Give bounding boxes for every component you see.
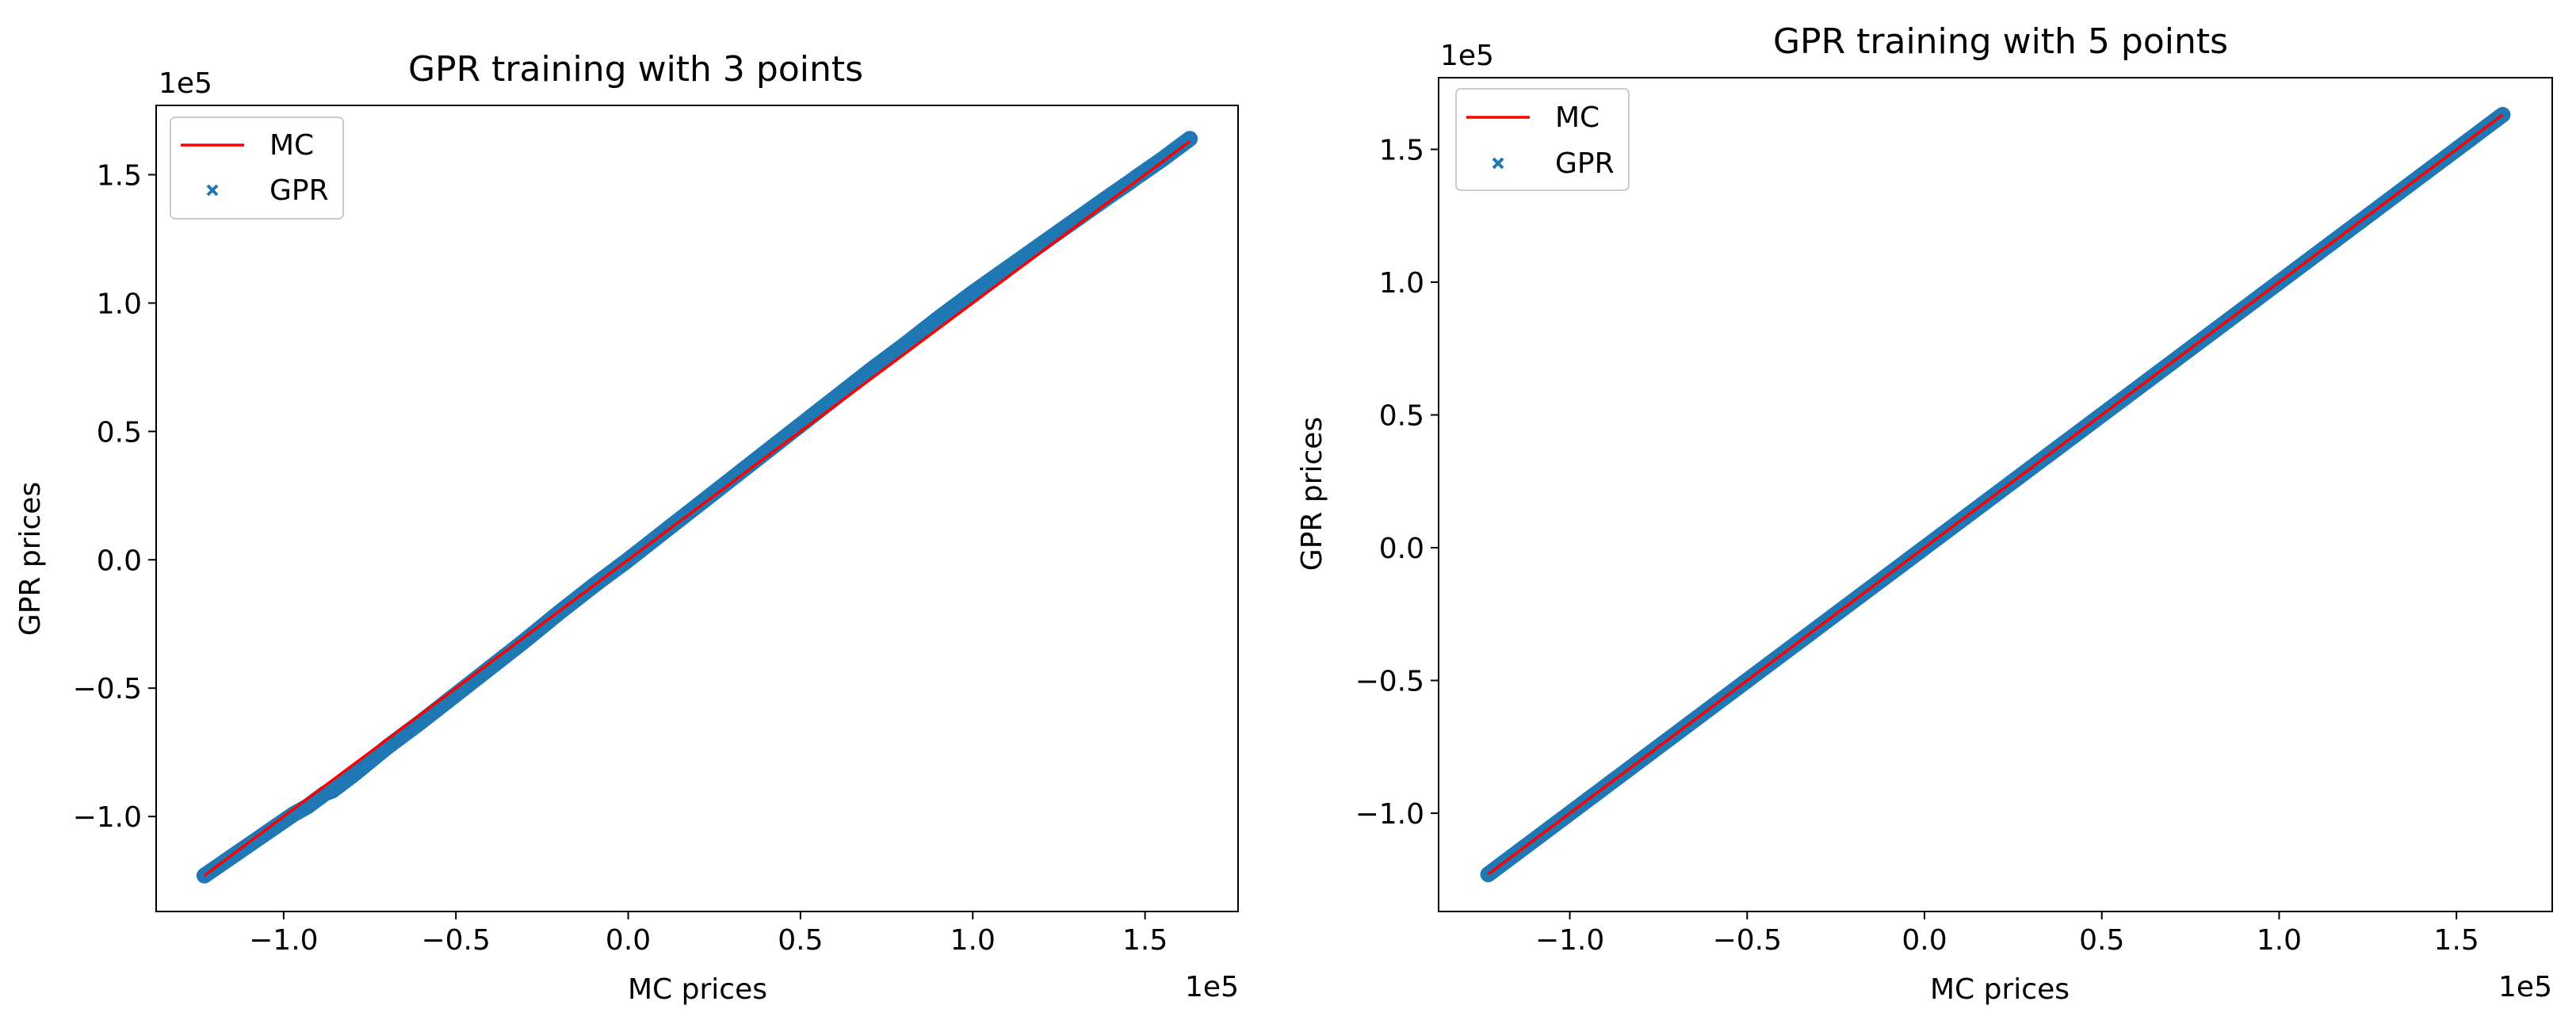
chart-title: GPR training with 3 points <box>408 49 863 90</box>
x-tick-label: −0.5 <box>1713 924 1782 957</box>
x-tick-label: 1.5 <box>2434 924 2479 957</box>
x-ticks: −1.0 −0.5 0.0 0.5 1.0 1.5 <box>249 911 1168 957</box>
y-offset-label: 1e5 <box>1440 40 1494 72</box>
legend: MC GPR <box>1455 88 1630 191</box>
y-tick-label: 0.0 <box>1379 533 1424 565</box>
x-axis-label: MC prices <box>628 973 767 1006</box>
gpr-point <box>336 777 349 789</box>
gpr-point <box>1035 238 1048 250</box>
y-tick-label: 0.5 <box>97 416 142 449</box>
gpr-point <box>346 769 359 782</box>
gpr-point <box>1163 148 1175 160</box>
plot-area <box>196 131 1198 884</box>
y-offset-label: 1e5 <box>159 67 212 100</box>
gpr-point <box>301 800 314 812</box>
x-tick-label: 1.0 <box>2257 924 2302 957</box>
legend-gpr-label: GPR <box>269 174 329 207</box>
y-tick-label: 1.5 <box>97 159 142 192</box>
chart-title: GPR training with 5 points <box>1773 21 2228 62</box>
legend: MC GPR <box>170 117 344 220</box>
legend-gpr-marker <box>1492 157 1504 170</box>
x-offset-label: 1e5 <box>1185 971 1239 1003</box>
x-tick-label: 1.0 <box>950 924 996 957</box>
gpr-point <box>1001 262 1014 275</box>
x-offset-label: 1e5 <box>2498 971 2552 1003</box>
x-tick-label: −1.0 <box>1535 924 1604 957</box>
legend-gpr-label: GPR <box>1555 147 1615 180</box>
gpr-point <box>966 286 979 299</box>
x-axis-label: MC prices <box>1930 973 2070 1006</box>
gpr-point <box>1173 140 1186 153</box>
x-tick-label: 1.5 <box>1122 924 1168 957</box>
y-axis-label: GPR prices <box>1296 417 1328 571</box>
plot-frame <box>1438 77 2553 912</box>
x-tick-label: 0.5 <box>2079 924 2124 957</box>
y-tick-label: 0.5 <box>1379 399 1424 432</box>
mc-line <box>1487 113 2504 876</box>
gpr-point <box>863 365 876 377</box>
chart-panel-right: GPR training with 5 points 1e5 1e5 MC pr… <box>1296 21 2553 1006</box>
y-tick-label: −1.0 <box>1355 798 1424 831</box>
gpr-point <box>415 715 428 728</box>
y-ticks: −1.0 −0.5 0.0 0.5 1.0 1.5 <box>1355 134 1439 831</box>
x-tick-label: 0.0 <box>606 924 651 957</box>
y-tick-label: 1.0 <box>97 288 142 320</box>
plot-area <box>1480 106 2511 883</box>
x-tick-label: −0.5 <box>421 924 490 957</box>
gpr-point <box>380 741 393 754</box>
x-tick-label: 0.5 <box>778 924 823 957</box>
mc-line <box>203 139 1191 877</box>
gpr-point <box>828 392 841 404</box>
plot-frame <box>155 105 1239 912</box>
gpr-point <box>897 339 910 352</box>
y-tick-label: −1.0 <box>73 801 142 834</box>
gpr-point <box>932 312 945 325</box>
x-tick-label: −1.0 <box>249 924 318 957</box>
y-tick-label: 0.0 <box>97 545 142 577</box>
y-tick-label: −0.5 <box>73 673 142 705</box>
x-tick-label: 0.0 <box>1901 924 1947 957</box>
x-ticks: −1.0 −0.5 0.0 0.5 1.0 1.5 <box>1535 911 2479 957</box>
legend-gpr-marker <box>206 184 219 197</box>
legend-mc-label: MC <box>269 129 314 162</box>
y-axis-label: GPR prices <box>14 482 47 636</box>
legend-mc-label: MC <box>1555 101 1599 134</box>
y-tick-label: 1.0 <box>1379 267 1424 300</box>
gpr-point <box>326 785 338 797</box>
chart-panel-left: GPR training with 3 points 1e5 1e5 MC pr… <box>14 49 1239 1006</box>
y-tick-label: −0.5 <box>1355 666 1424 698</box>
gpr-point <box>725 472 738 485</box>
gpr-point <box>1183 132 1196 145</box>
y-ticks: −1.0 −0.5 0.0 0.5 1.0 1.5 <box>73 159 156 834</box>
y-tick-label: 1.5 <box>1379 134 1424 166</box>
